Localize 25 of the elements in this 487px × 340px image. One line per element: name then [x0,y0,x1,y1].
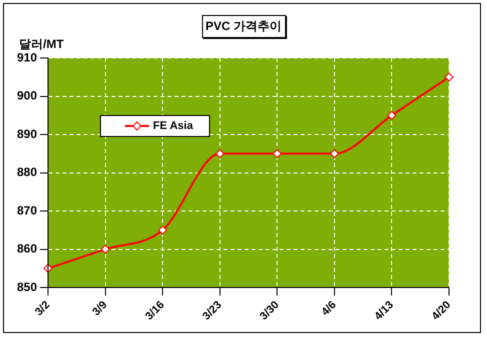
y-tick-label: 910 [16,50,38,64]
legend-label: FE Asia [153,120,193,132]
x-tick-label: 3/9 [90,298,110,318]
point [215,149,224,158]
x-tick-label: 4/20 [430,298,454,323]
point [444,72,454,82]
x-tick-label: 3/30 [258,298,282,323]
x-tick-label: 4/13 [372,298,396,323]
x-tick-label: 3/2 [32,298,52,318]
y-tick-label: 870 [16,203,38,218]
point [158,226,168,235]
point [330,149,339,158]
chart-title: PVC 가격추이 [201,15,286,38]
y-tick-label: 850 [16,280,38,294]
x-tick-label: 3/16 [143,298,167,323]
y-axis-title: 달러/MT [19,36,64,53]
point [387,110,396,120]
x-tick-label: 4/6 [319,298,339,318]
point [272,149,282,158]
x-tick-label: 3/23 [200,298,224,323]
y-tick-label: 900 [16,88,38,103]
y-tick-label: 860 [16,242,38,256]
point [100,244,110,254]
y-tick-label: 890 [16,126,38,141]
y-tick-label: 880 [16,165,38,180]
